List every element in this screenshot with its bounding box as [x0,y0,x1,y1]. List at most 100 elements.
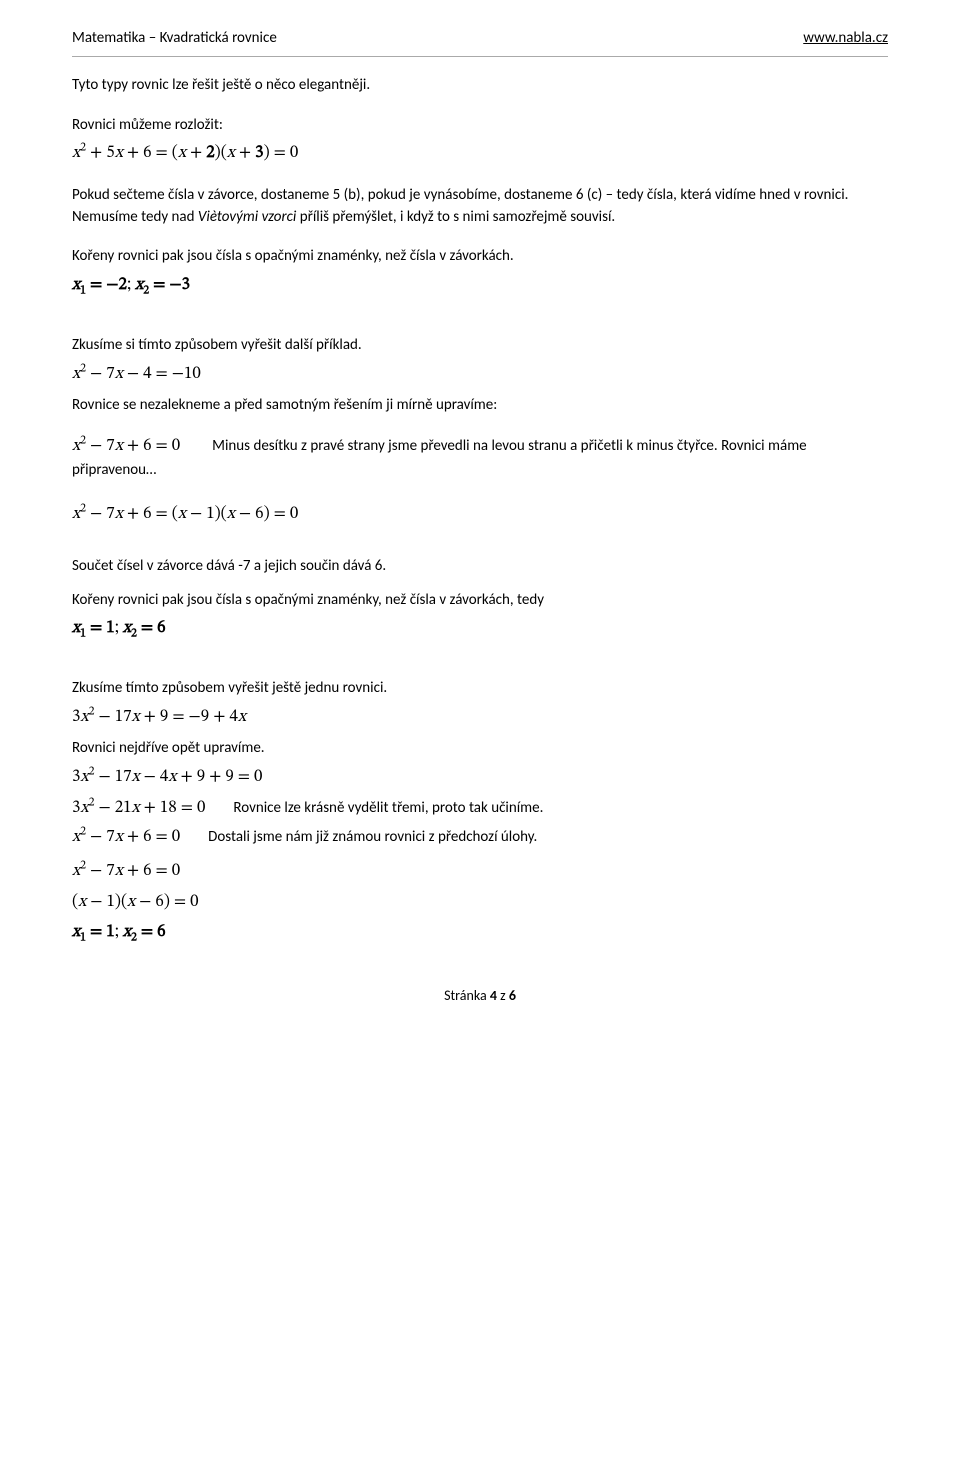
math-text: − 6) = 0 [235,506,298,523]
equation-2: x2 − 7x − 4 = −10 [72,363,888,388]
text: příliš přemýšlet, i když to s nimi samoz… [296,208,615,226]
math-text: 2 [206,145,214,162]
math-text: + 6 = 0 [123,438,180,455]
math-text: + 6 = 0 [123,829,180,846]
paragraph: Kořeny rovnici pak jsou čísla s opačnými… [72,590,888,612]
math-text: = 6 [137,924,166,941]
math-var: x [72,620,80,637]
math-text: ) = 0 [264,145,299,162]
math-text: + 6 = ( [123,506,178,523]
equation-9: x2 − 7x + 6 = 0 [72,860,888,885]
math-text: − 7 [86,438,115,455]
math-text: ; [115,620,123,637]
math-text: 3 [255,145,263,162]
math-text: = 6 [137,620,166,637]
math-text: − 4 = −10 [123,366,201,383]
math-var: x [80,769,88,786]
math-var: x [127,894,135,911]
page-footer: Stránka 4 z 6 [72,986,888,1006]
math-text: − 1)( [86,894,127,911]
math-var: x [72,366,80,383]
math-var: x [80,709,88,726]
math-var: x [72,924,80,941]
math-text: = 1 [86,620,115,637]
paragraph: Pokud sečteme čísla v závorce, dostaneme… [72,185,888,229]
math-var: x [72,506,80,523]
math-text: − 7 [86,366,115,383]
equation-8-with-note: x2 − 7x + 6 = 0 Dostali jsme nám již zná… [72,826,888,851]
math-var: x [178,145,186,162]
footer-page-current: 4 [490,987,497,1004]
math-text: + [235,145,255,162]
math-text: + 9 = −9 + 4 [140,709,238,726]
math-text: − 4 [140,769,169,786]
paragraph: Zkusíme si tímto způsobem vyřešit další … [72,335,888,357]
equation-3: x2 − 7x + 6 = 0 [72,438,184,455]
math-text: − 6) = 0 [135,894,198,911]
footer-page-total: 6 [509,987,516,1004]
math-text: = 1 [86,924,115,941]
math-var: x [132,800,140,817]
math-text: ; [127,277,135,294]
math-var: x [115,863,123,880]
math-var: x [132,709,140,726]
solution-2: x1 = 1; x2 = 6 [72,617,888,642]
math-var: x [123,924,131,941]
paragraph: Zkusíme tímto způsobem vyřešit ještě jed… [72,678,888,700]
math-text: − 21 [94,800,131,817]
paragraph: Kořeny rovnici pak jsou čísla s opačnými… [72,246,888,268]
math-text: + 9 + 9 = 0 [177,769,263,786]
note-text: Rovnice lze krásně vydělit třemi, proto … [233,798,543,820]
equation-10: (x − 1)(x − 6) = 0 [72,891,888,916]
math-var: x [115,366,123,383]
math-text: − 7 [86,863,115,880]
solution-3: x1 = 1; x2 = 6 [72,921,888,946]
equation-7: 3x2 − 21x + 18 = 0 [72,797,205,822]
math-var: x [227,145,235,162]
math-var: x [123,620,131,637]
math-var: x [168,769,176,786]
math-text: − 1)( [186,506,227,523]
math-text: = −2 [86,277,127,294]
math-var: x [238,709,246,726]
math-text: + 6 = ( [123,145,178,162]
math-var: x [72,277,80,294]
header-divider [72,56,888,57]
math-text: − 17 [94,709,131,726]
math-text: = −3 [149,277,190,294]
math-text: + 6 = 0 [123,863,180,880]
footer-text: Stránka [444,987,490,1004]
math-text: + [186,145,206,162]
equation-5: 3x2 − 17x + 9 = −9 + 4x [72,706,888,731]
math-var: x [78,894,86,911]
math-var: x [115,829,123,846]
paragraph: Rovnici můžeme rozložit: [72,115,888,137]
solution-1: x1 = −2; x2 = −3 [72,274,888,299]
equation-6: 3x2 − 17x − 4x + 9 + 9 = 0 [72,766,888,791]
math-text: ; [115,924,123,941]
paragraph: Tyto typy rovnic lze řešit ještě o něco … [72,75,888,97]
math-text: − 17 [94,769,131,786]
note-text: Dostali jsme nám již známou rovnici z př… [208,827,537,849]
equation-7-with-note: 3x2 − 21x + 18 = 0 Rovnice lze krásně vy… [72,797,888,822]
math-var: x [72,863,80,880]
footer-text: z [497,987,509,1004]
page-header: Matematika – Kvadratická rovnice www.nab… [72,28,888,50]
math-text: − 7 [86,506,115,523]
equation-4: x2 − 7x + 6 = (x − 1)(x − 6) = 0 [72,503,888,528]
math-text: )( [215,145,227,162]
header-link[interactable]: www.nabla.cz [803,28,888,50]
math-var: x [132,769,140,786]
math-var: x [80,800,88,817]
text-italic: Viètovými vzorci [198,208,296,226]
equation-8: x2 − 7x + 6 = 0 [72,826,180,851]
math-var: x [72,438,80,455]
math-var: x [227,506,235,523]
math-text: + 18 = 0 [140,800,206,817]
equation-3-with-note: x2 − 7x + 6 = 0 Minus desítku z pravé st… [72,435,888,481]
paragraph: Rovnici nejdříve opět upravíme. [72,738,888,760]
math-text: − 7 [86,829,115,846]
math-text: + 5 [86,145,115,162]
math-var: x [115,145,123,162]
paragraph: Součet čísel v závorce dává -7 a jejich … [72,556,888,578]
